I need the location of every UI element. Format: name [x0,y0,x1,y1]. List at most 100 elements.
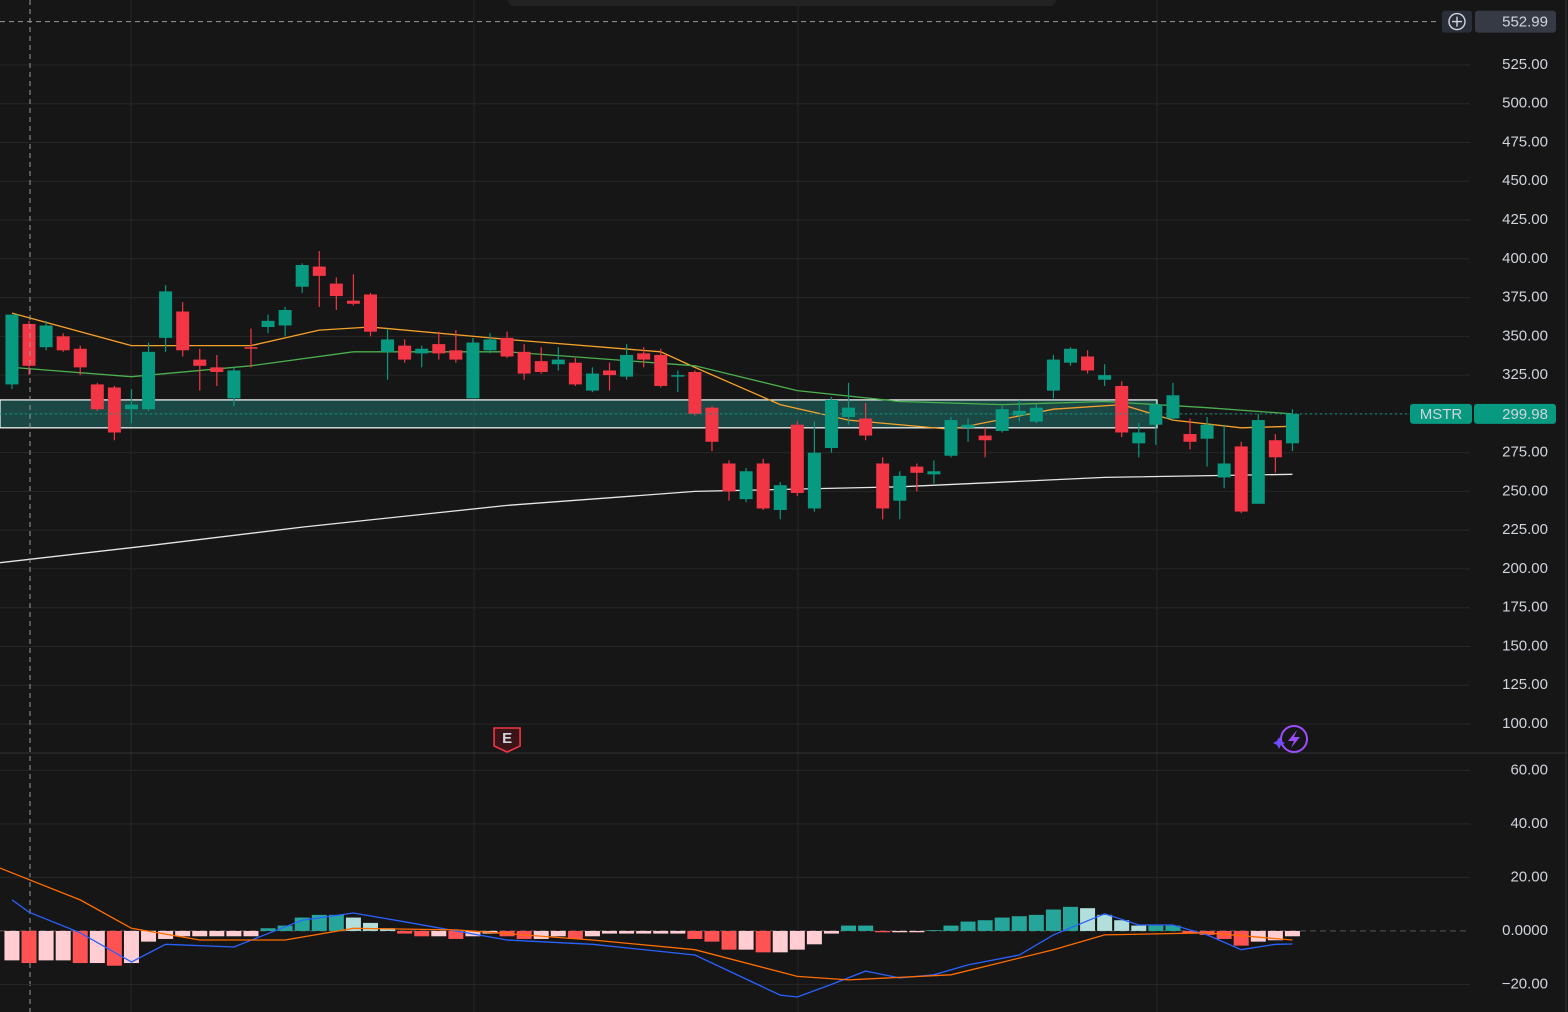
histogram-bar [926,930,942,931]
y-tick-label: 500.00 [1502,95,1548,112]
moving-average [11,312,1293,431]
histogram-bar [141,930,157,942]
histogram-bar [687,930,703,939]
candle-body [876,463,890,509]
histogram-bar [755,930,771,953]
candle-body [1183,434,1197,442]
histogram-bar [619,930,635,934]
candle-body [568,362,582,385]
candle-body [790,424,804,493]
candle-body [1268,440,1282,458]
y-tick-label: 125.00 [1502,676,1548,693]
histogram-bar [123,930,139,964]
histogram-bar [277,925,293,931]
histogram-bar [21,930,37,964]
last-price-label: 299.98 [1502,406,1548,423]
histogram-bar [1062,906,1078,931]
candle-body [671,375,685,377]
histogram-bar [1250,930,1266,942]
histogram-bar [1182,930,1198,934]
candle-body [295,265,309,287]
candle-body [534,361,548,373]
candle-body [1234,446,1248,512]
y-tick-label: 325.00 [1502,366,1548,383]
candle-body [824,399,838,448]
candle-body [449,350,463,360]
candle-body [1132,432,1146,444]
y-tick-label: 150.00 [1502,637,1548,654]
histogram-bar [1080,908,1096,931]
candle-body [124,404,138,410]
candle-body [620,354,634,377]
candle-body [398,345,412,360]
candle-body [244,347,258,349]
histogram-bar [38,930,54,961]
candle-body [261,320,275,328]
top-toolbar[interactable] [508,0,1056,6]
histogram-bar [994,917,1010,931]
last-price-box [1474,403,1556,424]
candle-body [842,407,856,417]
candle-body [346,300,360,304]
histogram-bar [328,914,344,931]
candle-body [1285,413,1299,444]
candle-body [551,359,565,365]
histogram-bar [243,930,259,937]
histogram-bar [602,930,618,934]
histogram-bar [1114,920,1130,931]
histogram-bar [858,925,874,931]
histogram-bar [4,930,20,961]
histogram-bar [875,930,891,933]
candle-body [1115,385,1129,433]
candle-body [329,283,343,297]
candle-body [56,336,70,351]
y-tick-label: 100.00 [1502,715,1548,732]
histogram-bar [380,928,396,931]
icon-bolt [1288,730,1300,748]
y-tick-label: 20.00 [1510,868,1548,885]
histogram-bar [89,930,105,964]
histogram-bar [106,930,122,966]
candle-body [1149,404,1163,425]
y-tick-label: 350.00 [1502,327,1548,344]
candle-body [381,339,395,352]
histogram-bar [670,930,686,934]
y-tick-label: 525.00 [1502,56,1548,73]
histogram-bar [209,930,225,937]
y-tick-label: 475.00 [1502,133,1548,150]
candle-body [773,485,787,511]
histogram-bar [448,930,464,939]
candle-body [1217,463,1231,478]
histogram-bar [533,930,549,939]
histogram-bar [892,930,908,933]
candle-body [995,409,1009,431]
candle-body [927,471,941,475]
histogram-bar [584,930,600,937]
candle-body [176,311,190,351]
macd-line [11,899,1293,998]
candle-body [1251,420,1265,504]
plus-icon [1448,12,1466,31]
histogram-bar [1097,914,1113,931]
histogram-bar [158,930,174,939]
candle-body [859,418,873,436]
candle-body [722,463,736,492]
y-tick-label: 450.00 [1502,172,1548,189]
candle-body [756,463,770,509]
candle-body [654,354,668,386]
candle-body [107,387,121,433]
candle-body [432,344,446,354]
candle-body [1098,375,1112,380]
histogram-bar [294,917,310,931]
candle-body [142,351,156,410]
histogram-bar [55,930,71,961]
candle-body [193,359,207,366]
candle-body [1063,348,1077,363]
y-tick-label: 375.00 [1502,289,1548,306]
candle-body [415,348,429,354]
lightning-icon[interactable] [1273,725,1308,753]
candle-body [978,435,992,441]
earnings-marker[interactable] [493,727,521,753]
y-tick-label: 250.00 [1502,482,1548,499]
